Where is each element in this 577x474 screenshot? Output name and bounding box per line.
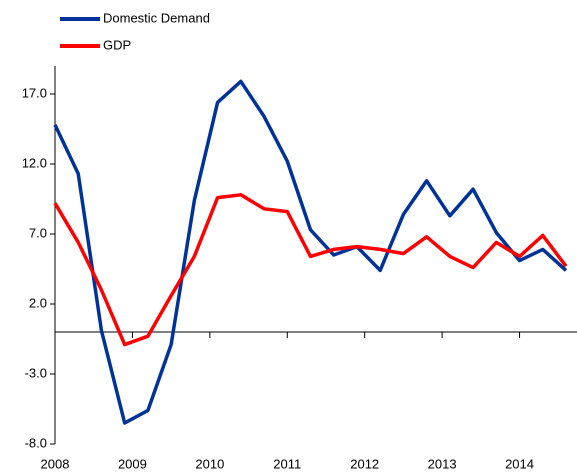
x-tick-label: 2011: [273, 456, 301, 471]
x-tick-label: 2013: [428, 456, 457, 471]
legend-label: GDP: [103, 37, 131, 52]
series-line: [53, 79, 568, 425]
y-tick-label: -8.0: [25, 435, 47, 450]
legend-label: Domestic Demand: [103, 10, 210, 25]
y-tick-label: 17.0: [22, 85, 47, 100]
x-tick-label: 2012: [350, 456, 379, 471]
y-tick-label: -3.0: [25, 365, 47, 380]
series-line: [53, 193, 568, 347]
x-tick-label: 2010: [195, 456, 224, 471]
y-tick-label: 12.0: [22, 155, 47, 170]
y-tick-label: 2.0: [29, 295, 47, 310]
x-tick-label: 2008: [41, 456, 70, 471]
y-tick-label: 7.0: [29, 225, 47, 240]
x-tick-label: 2014: [505, 456, 534, 471]
x-tick-label: 2009: [118, 456, 147, 471]
